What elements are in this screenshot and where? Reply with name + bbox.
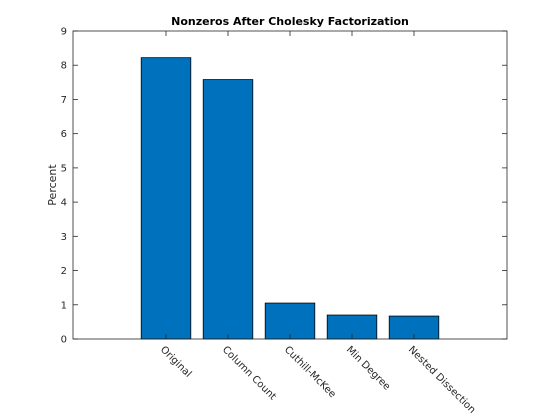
y-tick-label: 5 (61, 163, 67, 174)
y-axis-label: Percent (46, 164, 59, 206)
y-tick-label: 6 (61, 129, 67, 140)
y-tick-label: 1 (61, 300, 67, 311)
bars-group (140, 57, 440, 340)
y-tick-label: 2 (61, 266, 67, 277)
y-tick-label: 4 (61, 198, 67, 209)
y-tick-label: 9 (61, 27, 67, 38)
axes-box (72, 30, 508, 340)
chart-title: Nonzeros After Cholesky Factorization (171, 15, 409, 28)
bar (202, 79, 254, 340)
y-tick-label: 3 (61, 232, 67, 243)
y-tick-label: 8 (61, 61, 67, 72)
bar (140, 57, 192, 340)
bar (264, 302, 316, 340)
y-tick-label: 0 (61, 335, 67, 346)
y-tick-label: 7 (61, 95, 67, 106)
